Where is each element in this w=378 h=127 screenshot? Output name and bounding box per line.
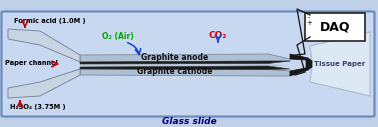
- Text: Paper channel: Paper channel: [5, 60, 58, 66]
- Text: -: -: [308, 14, 310, 20]
- Polygon shape: [80, 66, 290, 69]
- Text: Glass slide: Glass slide: [162, 116, 216, 125]
- Text: DAQ: DAQ: [320, 20, 350, 34]
- Polygon shape: [80, 54, 290, 62]
- FancyBboxPatch shape: [2, 12, 375, 116]
- Text: Formic acid (1.0M ): Formic acid (1.0M ): [14, 18, 86, 24]
- Text: +: +: [306, 20, 312, 26]
- Text: H₂SO₄ (3.75M ): H₂SO₄ (3.75M ): [10, 104, 66, 110]
- Polygon shape: [310, 32, 370, 96]
- Polygon shape: [8, 29, 80, 62]
- FancyBboxPatch shape: [305, 13, 365, 41]
- Text: O₂ (Air): O₂ (Air): [102, 33, 134, 42]
- Text: Graphite anode: Graphite anode: [141, 52, 209, 61]
- Polygon shape: [8, 69, 80, 98]
- Text: Tissue Paper: Tissue Paper: [314, 61, 366, 67]
- Polygon shape: [80, 69, 290, 76]
- Polygon shape: [80, 63, 290, 67]
- Polygon shape: [80, 61, 290, 64]
- Text: Graphite cathode: Graphite cathode: [137, 67, 213, 75]
- Polygon shape: [290, 54, 312, 76]
- Text: CO₂: CO₂: [209, 31, 227, 41]
